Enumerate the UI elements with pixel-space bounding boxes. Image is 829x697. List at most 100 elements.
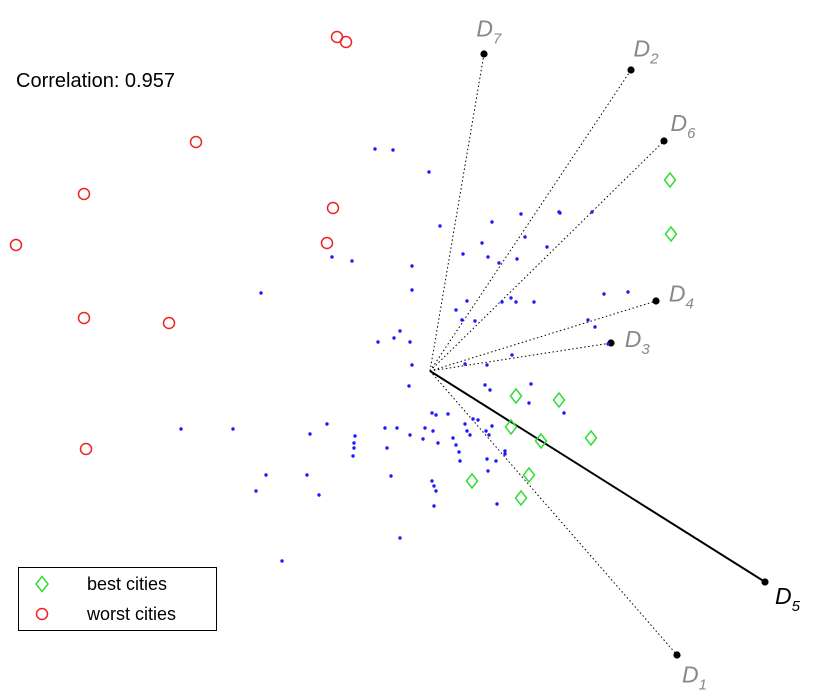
city-point (461, 252, 465, 256)
city-point (463, 422, 467, 426)
city-point (434, 489, 438, 493)
city-point (523, 235, 527, 239)
legend-entry-best: best cities (19, 573, 167, 595)
city-point (434, 413, 438, 417)
city-point (463, 362, 467, 366)
city-point (465, 429, 469, 433)
city-point (471, 417, 475, 421)
city-point (421, 437, 425, 441)
axis-endpoint-d6 (660, 137, 668, 145)
city-point (231, 427, 235, 431)
best-city-marker (664, 225, 678, 243)
axis-line-d2 (429, 69, 632, 372)
axis-label-d6: D6 (671, 110, 697, 142)
city-point (509, 296, 513, 300)
city-point (383, 426, 387, 430)
city-point (458, 459, 462, 463)
city-point (398, 329, 402, 333)
city-point (408, 340, 412, 344)
city-point (373, 147, 377, 151)
city-point (352, 441, 356, 445)
city-point (264, 473, 268, 477)
city-point (280, 559, 284, 563)
city-point (438, 224, 442, 228)
city-point (487, 433, 491, 437)
axis-line-d1 (429, 370, 678, 656)
city-point (427, 170, 431, 174)
worst-city-marker (9, 238, 23, 252)
city-point (454, 443, 458, 447)
city-point (500, 300, 504, 304)
city-point (385, 446, 389, 450)
best-city-marker (584, 429, 598, 447)
city-point (254, 489, 258, 493)
city-point (436, 441, 440, 445)
city-point (494, 459, 498, 463)
axis-label-d2: D2 (633, 35, 659, 67)
city-point (514, 300, 518, 304)
city-point (529, 382, 533, 386)
city-point (476, 418, 480, 422)
city-point (586, 318, 590, 322)
legend: best cities worst cities (18, 567, 217, 631)
axis-label-d1: D1 (682, 662, 707, 694)
city-point (430, 479, 434, 483)
city-point (562, 411, 566, 415)
axis-labels: D1 D2 D3 D4 D5 D6 D7 (476, 15, 800, 693)
worst-city-marker (77, 311, 91, 325)
city-point (308, 432, 312, 436)
city-point (606, 342, 610, 346)
city-point (410, 288, 414, 292)
city-point (558, 211, 562, 215)
axis-line-d6 (429, 140, 665, 372)
worst-city-marker (326, 201, 340, 215)
city-point (392, 336, 396, 340)
best-city-markers (465, 171, 678, 507)
axis-line-d7 (429, 53, 485, 372)
city-point (495, 502, 499, 506)
city-point (305, 473, 309, 477)
city-point (465, 299, 469, 303)
city-point (503, 452, 507, 456)
city-point (398, 536, 402, 540)
axis-endpoint-d7 (480, 50, 488, 58)
city-point (446, 412, 450, 416)
city-point (480, 241, 484, 245)
best-city-marker (509, 387, 523, 405)
axis-line-d4 (429, 300, 657, 372)
city-point (545, 245, 549, 249)
city-point (179, 427, 183, 431)
city-point (431, 429, 435, 433)
city-point (532, 300, 536, 304)
city-point (259, 291, 263, 295)
axis-endpoint-d2 (627, 66, 635, 74)
city-point (430, 411, 434, 415)
city-point (351, 454, 355, 458)
city-point (490, 220, 494, 224)
city-point (410, 363, 414, 367)
worst-city-marker (79, 442, 93, 456)
worst-city-marker (189, 135, 203, 149)
circle-marker-icon (35, 607, 49, 621)
city-point (503, 449, 507, 453)
city-point (410, 264, 414, 268)
legend-label-best: best cities (87, 573, 168, 594)
city-point (626, 290, 630, 294)
axis-label-d3: D3 (625, 326, 651, 358)
city-point (376, 340, 380, 344)
city-point (317, 493, 321, 497)
worst-city-marker (339, 35, 353, 49)
best-city-marker (534, 432, 548, 450)
correlation-annotation: Correlation: 0.957 (16, 70, 175, 92)
city-point (432, 484, 436, 488)
axis-lines (429, 50, 769, 659)
best-city-marker (552, 391, 566, 409)
worst-city-marker (77, 187, 91, 201)
legend-label-worst: worst cities (87, 603, 177, 624)
best-city-marker (465, 472, 479, 490)
city-point (460, 318, 464, 322)
best-city-marker (504, 418, 518, 436)
city-point (485, 457, 489, 461)
city-point (527, 401, 531, 405)
city-point (408, 433, 412, 437)
